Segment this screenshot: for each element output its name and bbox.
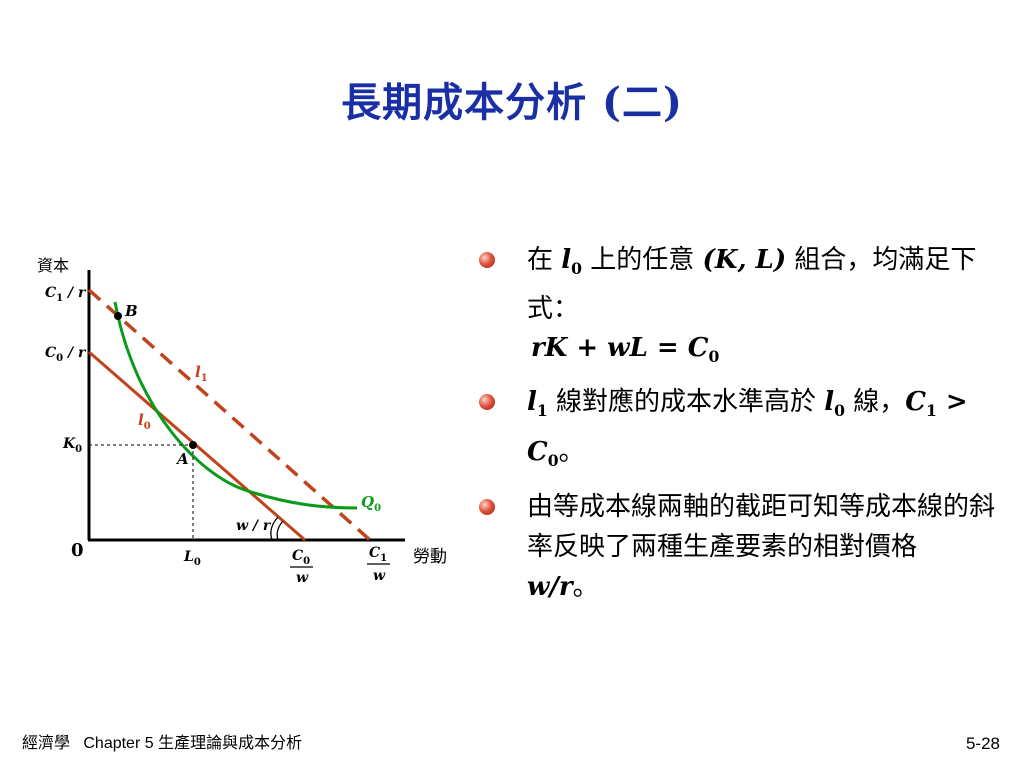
x-tick-c1-over-w: C1 w xyxy=(367,545,390,584)
x-tick-l0: L0 xyxy=(183,549,201,568)
isocost-line-l1 xyxy=(87,288,372,542)
x-axis-label: 勞動 xyxy=(413,547,447,566)
slope-label: w / r xyxy=(236,518,272,534)
svg-text:C1: C1 xyxy=(369,545,387,564)
y-tick-k0: K0 xyxy=(62,436,82,455)
bullet-item-2: l1 線對應的成本水準高於 l0 線，C1 > C0。 xyxy=(475,382,995,480)
bullet-item-1: 在 l0 上的任意 (K, L) 組合，均滿足下式： rK + wL = C0 xyxy=(475,240,995,376)
l0-label: l0 xyxy=(138,411,151,432)
isocost-isoquant-diagram: 資本 勞動 0 C1 / r C0 / r K0 L0 C0 w C1 w A … xyxy=(37,257,447,586)
point-b xyxy=(114,312,122,320)
y-tick-c0-over-r: C0 / r xyxy=(45,345,87,364)
point-a-label: A xyxy=(175,450,189,468)
bullet-icon xyxy=(479,394,495,411)
y-axis-label: 資本 xyxy=(37,257,69,275)
svg-text:w: w xyxy=(373,568,386,584)
bullet-icon xyxy=(479,498,495,515)
isocost-line-l0 xyxy=(88,350,306,542)
point-b-label: B xyxy=(124,302,138,320)
l1-label: l1 xyxy=(195,363,208,384)
page-number: 5-28 xyxy=(965,734,1000,753)
isoquant-q0 xyxy=(113,301,358,510)
q0-label: Q0 xyxy=(361,493,381,514)
svg-text:C0: C0 xyxy=(292,548,310,567)
footer-course: 經濟學 Chapter 5 生產理論與成本分析 xyxy=(22,735,303,752)
x-tick-c0-over-w: C0 w xyxy=(290,548,313,586)
svg-text:w: w xyxy=(296,570,309,586)
y-tick-c1-over-r: C1 / r xyxy=(45,285,87,304)
isocost-formula: rK + wL = C0 xyxy=(531,333,720,367)
footer-chapter: Chapter 5 生產理論與成本分析 xyxy=(83,735,303,752)
slide-title: 長期成本分析 (二) xyxy=(341,79,683,126)
slope-angle-arc xyxy=(270,516,279,541)
point-a xyxy=(189,441,197,449)
bullet-item-3: 由等成本線兩軸的截距可知等成本線的斜率反映了兩種生產要素的相對價格 w/r。 xyxy=(475,487,995,607)
origin-label: 0 xyxy=(71,540,84,561)
bullet-list: 在 l0 上的任意 (K, L) 組合，均滿足下式： rK + wL = C0 … xyxy=(475,240,995,613)
slope-angle-arc-inner xyxy=(276,520,284,541)
bullet-icon xyxy=(479,252,495,268)
